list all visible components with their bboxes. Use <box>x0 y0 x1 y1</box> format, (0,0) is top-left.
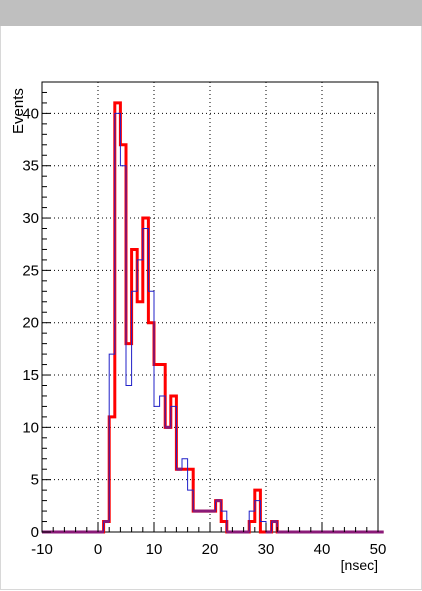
y-tick-label: 10 <box>22 419 39 436</box>
title-bar <box>0 0 422 26</box>
x-tick-label: 0 <box>94 541 102 558</box>
y-tick-label: 15 <box>22 367 39 384</box>
y-tick-label: 25 <box>22 262 39 279</box>
y-axis-label: Events <box>10 88 27 134</box>
y-tick-label: 20 <box>22 315 39 332</box>
x-tick-label: 40 <box>314 541 331 558</box>
x-tick-label: -10 <box>31 541 53 558</box>
x-tick-label: 50 <box>370 541 387 558</box>
y-tick-label: 0 <box>31 524 39 541</box>
y-tick-label: 5 <box>31 472 39 489</box>
x-axis-label: [nsec] <box>341 557 378 573</box>
x-tick-label: 30 <box>258 541 275 558</box>
y-tick-label: 40 <box>22 105 39 122</box>
series-layer <box>42 101 384 534</box>
y-tick-label: 35 <box>22 158 39 175</box>
x-tick-label: 10 <box>146 541 163 558</box>
y-tick-label: 30 <box>22 210 39 227</box>
x-tick-label: 20 <box>202 541 219 558</box>
